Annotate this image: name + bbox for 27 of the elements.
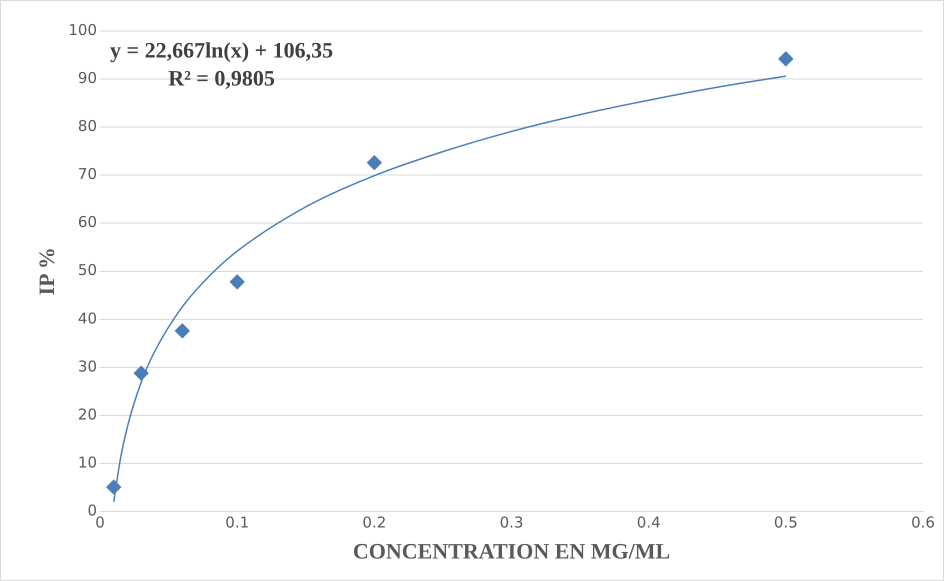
point	[230, 274, 245, 290]
point	[778, 51, 794, 66]
point	[106, 480, 122, 495]
y-tick-label: 30	[78, 357, 98, 376]
annotation: y = 22,667ln(x) + 106,35	[110, 38, 334, 63]
y-tick-label: 10	[78, 453, 98, 472]
point	[366, 155, 382, 170]
point	[174, 323, 190, 338]
x-tick-label: 0.6	[911, 513, 935, 532]
y-tick-label: 50	[78, 261, 98, 280]
annotation: R² = 0,9805	[168, 66, 275, 91]
x-tick-label: 0.5	[774, 513, 798, 532]
y-tick-label: 60	[78, 213, 98, 232]
y-tick-label: 0	[87, 501, 98, 520]
y-axis-title: IP %	[34, 247, 59, 296]
y-tick-label: 20	[78, 405, 98, 424]
point	[134, 366, 149, 381]
x-tick-label: 0.1	[225, 513, 250, 532]
x-axis-title: CONCENTRATION EN MG/ML	[352, 538, 670, 564]
x-tick-label: 0.2	[362, 513, 386, 532]
y-tick-label: 90	[78, 68, 98, 87]
y-tick-label: 40	[78, 309, 98, 328]
y-tick-label: 100	[68, 20, 98, 39]
x-tick-label: 0.4	[636, 513, 661, 532]
y-tick-label: 80	[78, 117, 98, 136]
x-tick-label: 0.3	[500, 513, 524, 532]
y-tick-label: 70	[78, 165, 98, 184]
